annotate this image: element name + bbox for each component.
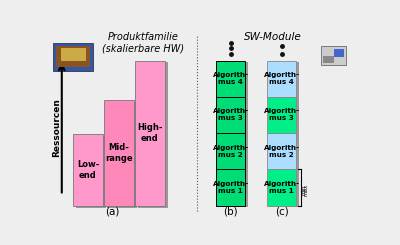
- Bar: [267, 61, 296, 97]
- Text: High-
end: High- end: [137, 123, 163, 143]
- Text: Algorith-
mus 3: Algorith- mus 3: [212, 109, 249, 122]
- Text: Algorith-
mus 2: Algorith- mus 2: [212, 145, 249, 158]
- Text: (a): (a): [105, 206, 119, 216]
- Text: Algorith-
mus 4: Algorith- mus 4: [264, 72, 300, 85]
- Bar: [76, 136, 106, 208]
- Bar: [104, 100, 134, 206]
- Text: max: max: [304, 184, 309, 196]
- Text: Ressourcen: Ressourcen: [52, 98, 61, 157]
- Bar: [107, 102, 137, 208]
- Text: SW-Module: SW-Module: [244, 32, 302, 42]
- Text: Algorith-
mus 1: Algorith- mus 1: [264, 181, 300, 194]
- Bar: [73, 134, 103, 206]
- Text: Low-
end: Low- end: [77, 160, 99, 180]
- Bar: [334, 49, 344, 57]
- Bar: [53, 43, 94, 71]
- Text: Produktfamilie
(skalierbare HW): Produktfamilie (skalierbare HW): [102, 32, 184, 54]
- Text: Algorith-
mus 1: Algorith- mus 1: [212, 181, 249, 194]
- Bar: [267, 97, 296, 133]
- Text: Algorith-
mus 3: Algorith- mus 3: [264, 109, 300, 122]
- Bar: [216, 133, 245, 170]
- Text: Algorith-
mus 4: Algorith- mus 4: [212, 72, 249, 85]
- Bar: [135, 61, 165, 206]
- Text: min: min: [301, 184, 306, 195]
- Bar: [138, 62, 168, 208]
- Text: Mid-
range: Mid- range: [105, 143, 133, 163]
- Bar: [323, 56, 334, 63]
- Bar: [267, 170, 296, 206]
- Text: (b): (b): [223, 206, 238, 216]
- Bar: [61, 48, 86, 61]
- Bar: [216, 170, 245, 206]
- Text: Algorith-
mus 2: Algorith- mus 2: [264, 145, 300, 158]
- Bar: [216, 97, 245, 133]
- Bar: [219, 62, 248, 208]
- Bar: [56, 46, 90, 67]
- Bar: [270, 62, 299, 208]
- Bar: [216, 61, 245, 97]
- FancyBboxPatch shape: [321, 46, 346, 65]
- Bar: [267, 133, 296, 170]
- Text: (c): (c): [275, 206, 289, 216]
